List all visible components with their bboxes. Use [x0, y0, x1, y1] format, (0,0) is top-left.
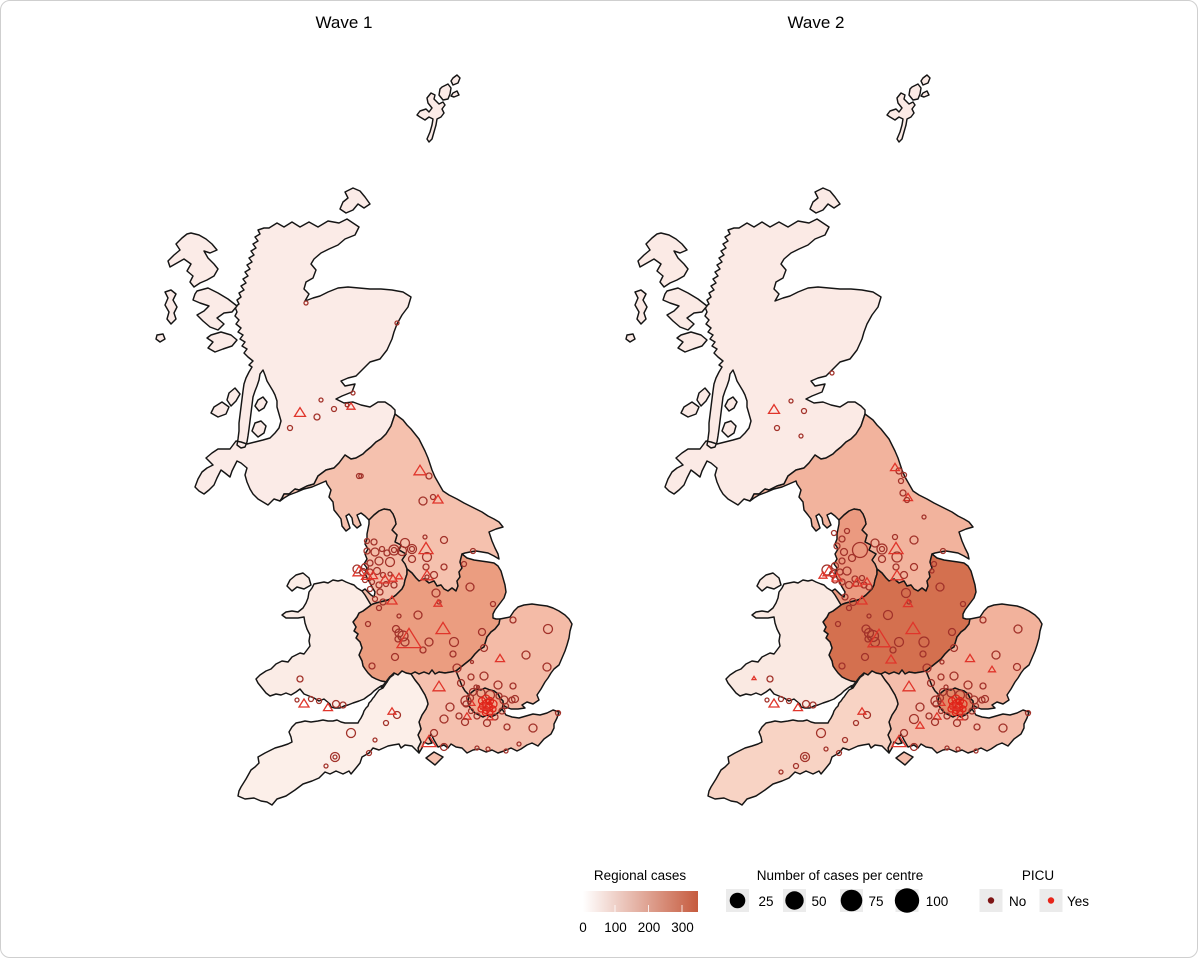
svg-text:200: 200 — [638, 920, 661, 935]
svg-text:PICU: PICU — [1022, 868, 1054, 883]
svg-text:No: No — [1009, 894, 1026, 909]
svg-text:25: 25 — [758, 894, 773, 909]
svg-text:Number of cases per centre: Number of cases per centre — [757, 868, 924, 883]
svg-text:Yes: Yes — [1067, 894, 1089, 909]
svg-text:Wave 2: Wave 2 — [787, 13, 844, 32]
svg-text:75: 75 — [868, 894, 883, 909]
svg-text:100: 100 — [926, 894, 949, 909]
svg-text:50: 50 — [811, 894, 826, 909]
svg-text:100: 100 — [604, 920, 627, 935]
svg-text:300: 300 — [671, 920, 694, 935]
svg-text:0: 0 — [579, 920, 587, 935]
svg-text:Regional cases: Regional cases — [594, 868, 687, 883]
svg-text:Wave 1: Wave 1 — [315, 13, 372, 32]
